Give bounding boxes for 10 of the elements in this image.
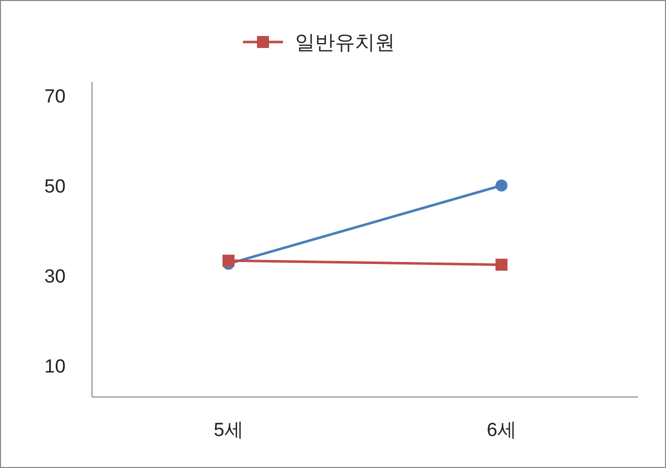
y-tick-label: 70 xyxy=(44,86,66,108)
y-tick-label: 10 xyxy=(44,356,66,378)
y-tick-label: 30 xyxy=(44,266,66,288)
point xyxy=(496,180,508,192)
x-tick-label: 6세 xyxy=(486,420,516,441)
y-tick-label: 50 xyxy=(44,176,66,198)
x-tick-label: 5세 xyxy=(214,420,244,441)
legend-label: 일반유치원 xyxy=(295,32,395,54)
point xyxy=(496,258,508,271)
point xyxy=(222,254,234,267)
